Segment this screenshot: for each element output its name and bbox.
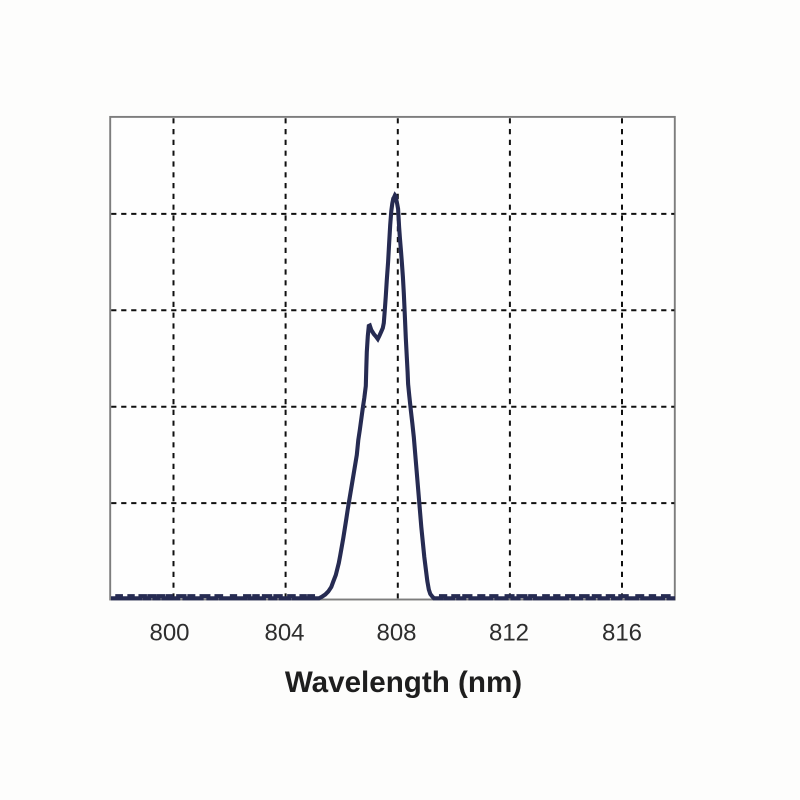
svg-text:812: 812 (489, 620, 529, 647)
svg-text:808: 808 (376, 620, 416, 647)
svg-text:800: 800 (149, 620, 189, 647)
svg-text:816: 816 (602, 620, 642, 647)
svg-text:Wavelength (nm): Wavelength (nm) (285, 666, 522, 699)
svg-text:804: 804 (264, 620, 304, 647)
